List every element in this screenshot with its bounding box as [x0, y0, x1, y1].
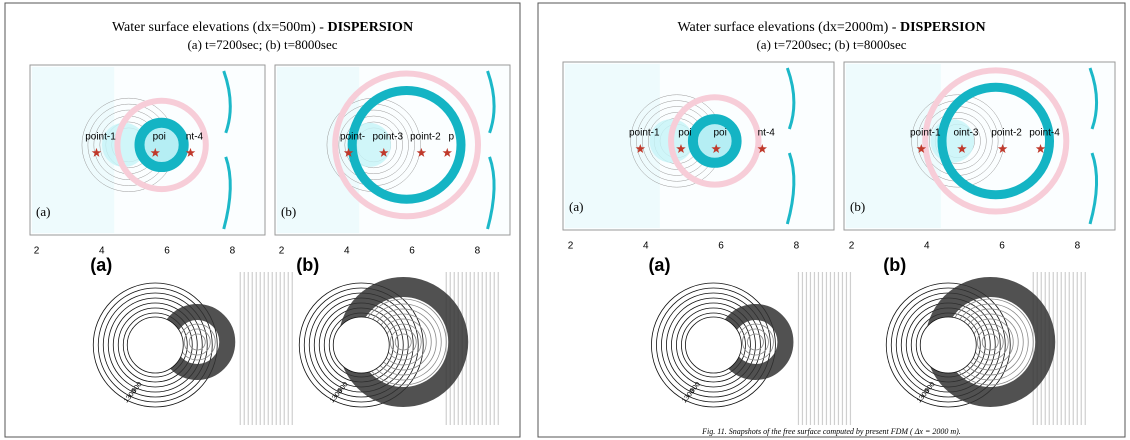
island	[920, 317, 976, 373]
island	[333, 317, 389, 373]
point-label: poi	[153, 132, 166, 143]
x-tick-label: 6	[409, 246, 415, 257]
title-text: Water surface elevations (dx=2000m) -	[677, 20, 900, 35]
panel-subtitle: (a) t=7200sec; (b) t=8000sec	[187, 37, 337, 52]
x-tick-label: 4	[924, 241, 930, 252]
x-tick-label: 4	[344, 246, 350, 257]
figure-caption: Fig. 11. Snapshots of the free surface c…	[701, 427, 961, 436]
x-tick-label: 2	[849, 241, 855, 252]
x-tick-label: 2	[34, 246, 40, 257]
snapshot-label: (b)	[296, 255, 319, 275]
title-emphasis: DISPERSION	[327, 20, 413, 35]
x-tick-label: 8	[1075, 241, 1081, 252]
point-label: poi	[714, 128, 727, 139]
source-region	[931, 119, 975, 163]
snapshot-label: (a)	[648, 255, 670, 275]
title-emphasis: DISPERSION	[900, 20, 986, 35]
plot-label: (b)	[281, 204, 296, 219]
panel-title: Water surface elevations (dx=500m) - DIS…	[112, 20, 413, 35]
point-label: point-1	[910, 128, 941, 139]
panel-subtitle: (a) t=7200sec; (b) t=8000sec	[756, 37, 906, 52]
x-tick-label: 6	[999, 241, 1005, 252]
x-tick-label: 2	[568, 241, 574, 252]
point-label: poi	[678, 128, 691, 139]
cyan-front	[693, 119, 737, 163]
plot-label: (b)	[850, 199, 865, 214]
point-label: point-3	[373, 132, 404, 143]
page: Water surface elevations (dx=500m) - DIS…	[0, 0, 1130, 440]
x-tick-label: 6	[164, 246, 170, 257]
x-tick-label: 2	[279, 246, 285, 257]
island	[685, 317, 741, 373]
point-label: nt-4	[758, 128, 776, 139]
title-text: Water surface elevations (dx=500m) -	[112, 20, 328, 35]
point-label: point-4	[1029, 128, 1060, 139]
x-tick-label: 4	[643, 241, 649, 252]
x-tick-label: 6	[718, 241, 724, 252]
point-label: point-1	[629, 128, 660, 139]
point-label: nt-4	[186, 132, 204, 143]
panel-title: Water surface elevations (dx=2000m) - DI…	[677, 20, 985, 35]
snapshot-label: (a)	[90, 255, 112, 275]
point-label: point-	[340, 132, 365, 143]
plot-label: (a)	[36, 204, 50, 219]
point-label: point-1	[85, 132, 116, 143]
plot-label: (a)	[569, 199, 583, 214]
point-label: point-2	[410, 132, 441, 143]
x-tick-label: 8	[794, 241, 800, 252]
x-tick-label: 8	[475, 246, 481, 257]
point-label: point-2	[991, 128, 1022, 139]
snapshot-label: (b)	[883, 255, 906, 275]
cyan-front	[140, 123, 184, 167]
point-label: oint-3	[953, 128, 978, 139]
point-label: p	[448, 132, 454, 143]
island	[127, 317, 183, 373]
x-tick-label: 8	[230, 246, 236, 257]
